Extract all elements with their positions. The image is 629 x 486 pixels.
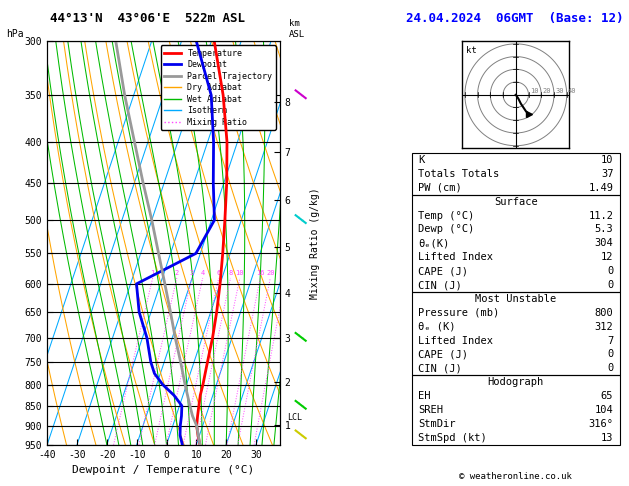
Text: LCL: LCL [287, 413, 302, 422]
Text: CIN (J): CIN (J) [418, 364, 462, 373]
Text: 40: 40 [568, 88, 576, 94]
Text: 0: 0 [607, 364, 613, 373]
Text: 28: 28 [282, 270, 290, 276]
Text: PW (cm): PW (cm) [418, 183, 462, 193]
Text: 0: 0 [607, 280, 613, 290]
Bar [412, 195, 620, 292]
Text: 44°13'N  43°06'E  522m ASL: 44°13'N 43°06'E 522m ASL [50, 12, 245, 25]
Text: Dewp (°C): Dewp (°C) [418, 225, 474, 234]
Text: 37: 37 [601, 169, 613, 179]
Text: 800: 800 [594, 308, 613, 318]
Text: 12: 12 [601, 252, 613, 262]
Text: 304: 304 [594, 238, 613, 248]
Text: © weatheronline.co.uk: © weatheronline.co.uk [459, 472, 572, 481]
Text: Pressure (mb): Pressure (mb) [418, 308, 499, 318]
Legend: Temperature, Dewpoint, Parcel Trajectory, Dry Adiabat, Wet Adiabat, Isotherm, Mi: Temperature, Dewpoint, Parcel Trajectory… [161, 46, 276, 130]
Text: 10: 10 [236, 270, 244, 276]
Text: 10: 10 [530, 88, 538, 94]
Text: 0: 0 [607, 349, 613, 360]
Text: Lifted Index: Lifted Index [418, 252, 493, 262]
Bar [412, 375, 620, 445]
Text: θₑ(K): θₑ(K) [418, 238, 450, 248]
Text: Totals Totals: Totals Totals [418, 169, 499, 179]
Text: 5.3: 5.3 [594, 225, 613, 234]
Bar [412, 153, 620, 195]
Text: 4: 4 [201, 270, 205, 276]
Text: Mixing Ratio (g/kg): Mixing Ratio (g/kg) [309, 187, 320, 299]
Text: km
ASL: km ASL [289, 19, 306, 39]
Text: 20: 20 [542, 88, 551, 94]
Text: 7: 7 [607, 335, 613, 346]
Text: 65: 65 [601, 391, 613, 401]
Text: 1: 1 [150, 270, 155, 276]
Text: Most Unstable: Most Unstable [475, 294, 557, 304]
Text: 11.2: 11.2 [588, 210, 613, 221]
Text: 16: 16 [256, 270, 265, 276]
Text: Lifted Index: Lifted Index [418, 335, 493, 346]
Text: SREH: SREH [418, 405, 443, 415]
Text: EH: EH [418, 391, 431, 401]
Text: 13: 13 [601, 433, 613, 443]
Text: K: K [418, 155, 425, 165]
Text: Hodograph: Hodograph [487, 377, 544, 387]
Text: 0: 0 [607, 266, 613, 276]
Text: 3: 3 [189, 270, 194, 276]
Text: 316°: 316° [588, 419, 613, 429]
Text: hPa: hPa [6, 29, 24, 39]
Text: 104: 104 [594, 405, 613, 415]
Text: 24.04.2024  06GMT  (Base: 12): 24.04.2024 06GMT (Base: 12) [406, 12, 623, 25]
Text: CAPE (J): CAPE (J) [418, 349, 468, 360]
Text: θₑ (K): θₑ (K) [418, 322, 456, 331]
Text: CAPE (J): CAPE (J) [418, 266, 468, 276]
X-axis label: Dewpoint / Temperature (°C): Dewpoint / Temperature (°C) [72, 465, 255, 475]
Text: kt: kt [465, 46, 476, 54]
Text: 8: 8 [228, 270, 233, 276]
Text: CIN (J): CIN (J) [418, 280, 462, 290]
Text: Surface: Surface [494, 197, 538, 207]
Text: 1.49: 1.49 [588, 183, 613, 193]
Text: StmSpd (kt): StmSpd (kt) [418, 433, 487, 443]
Text: 6: 6 [216, 270, 221, 276]
Text: 10: 10 [601, 155, 613, 165]
Text: StmDir: StmDir [418, 419, 456, 429]
Text: Temp (°C): Temp (°C) [418, 210, 474, 221]
Text: 20: 20 [266, 270, 274, 276]
Bar [412, 292, 620, 375]
Text: 312: 312 [594, 322, 613, 331]
Text: 30: 30 [555, 88, 564, 94]
Text: 2: 2 [175, 270, 179, 276]
